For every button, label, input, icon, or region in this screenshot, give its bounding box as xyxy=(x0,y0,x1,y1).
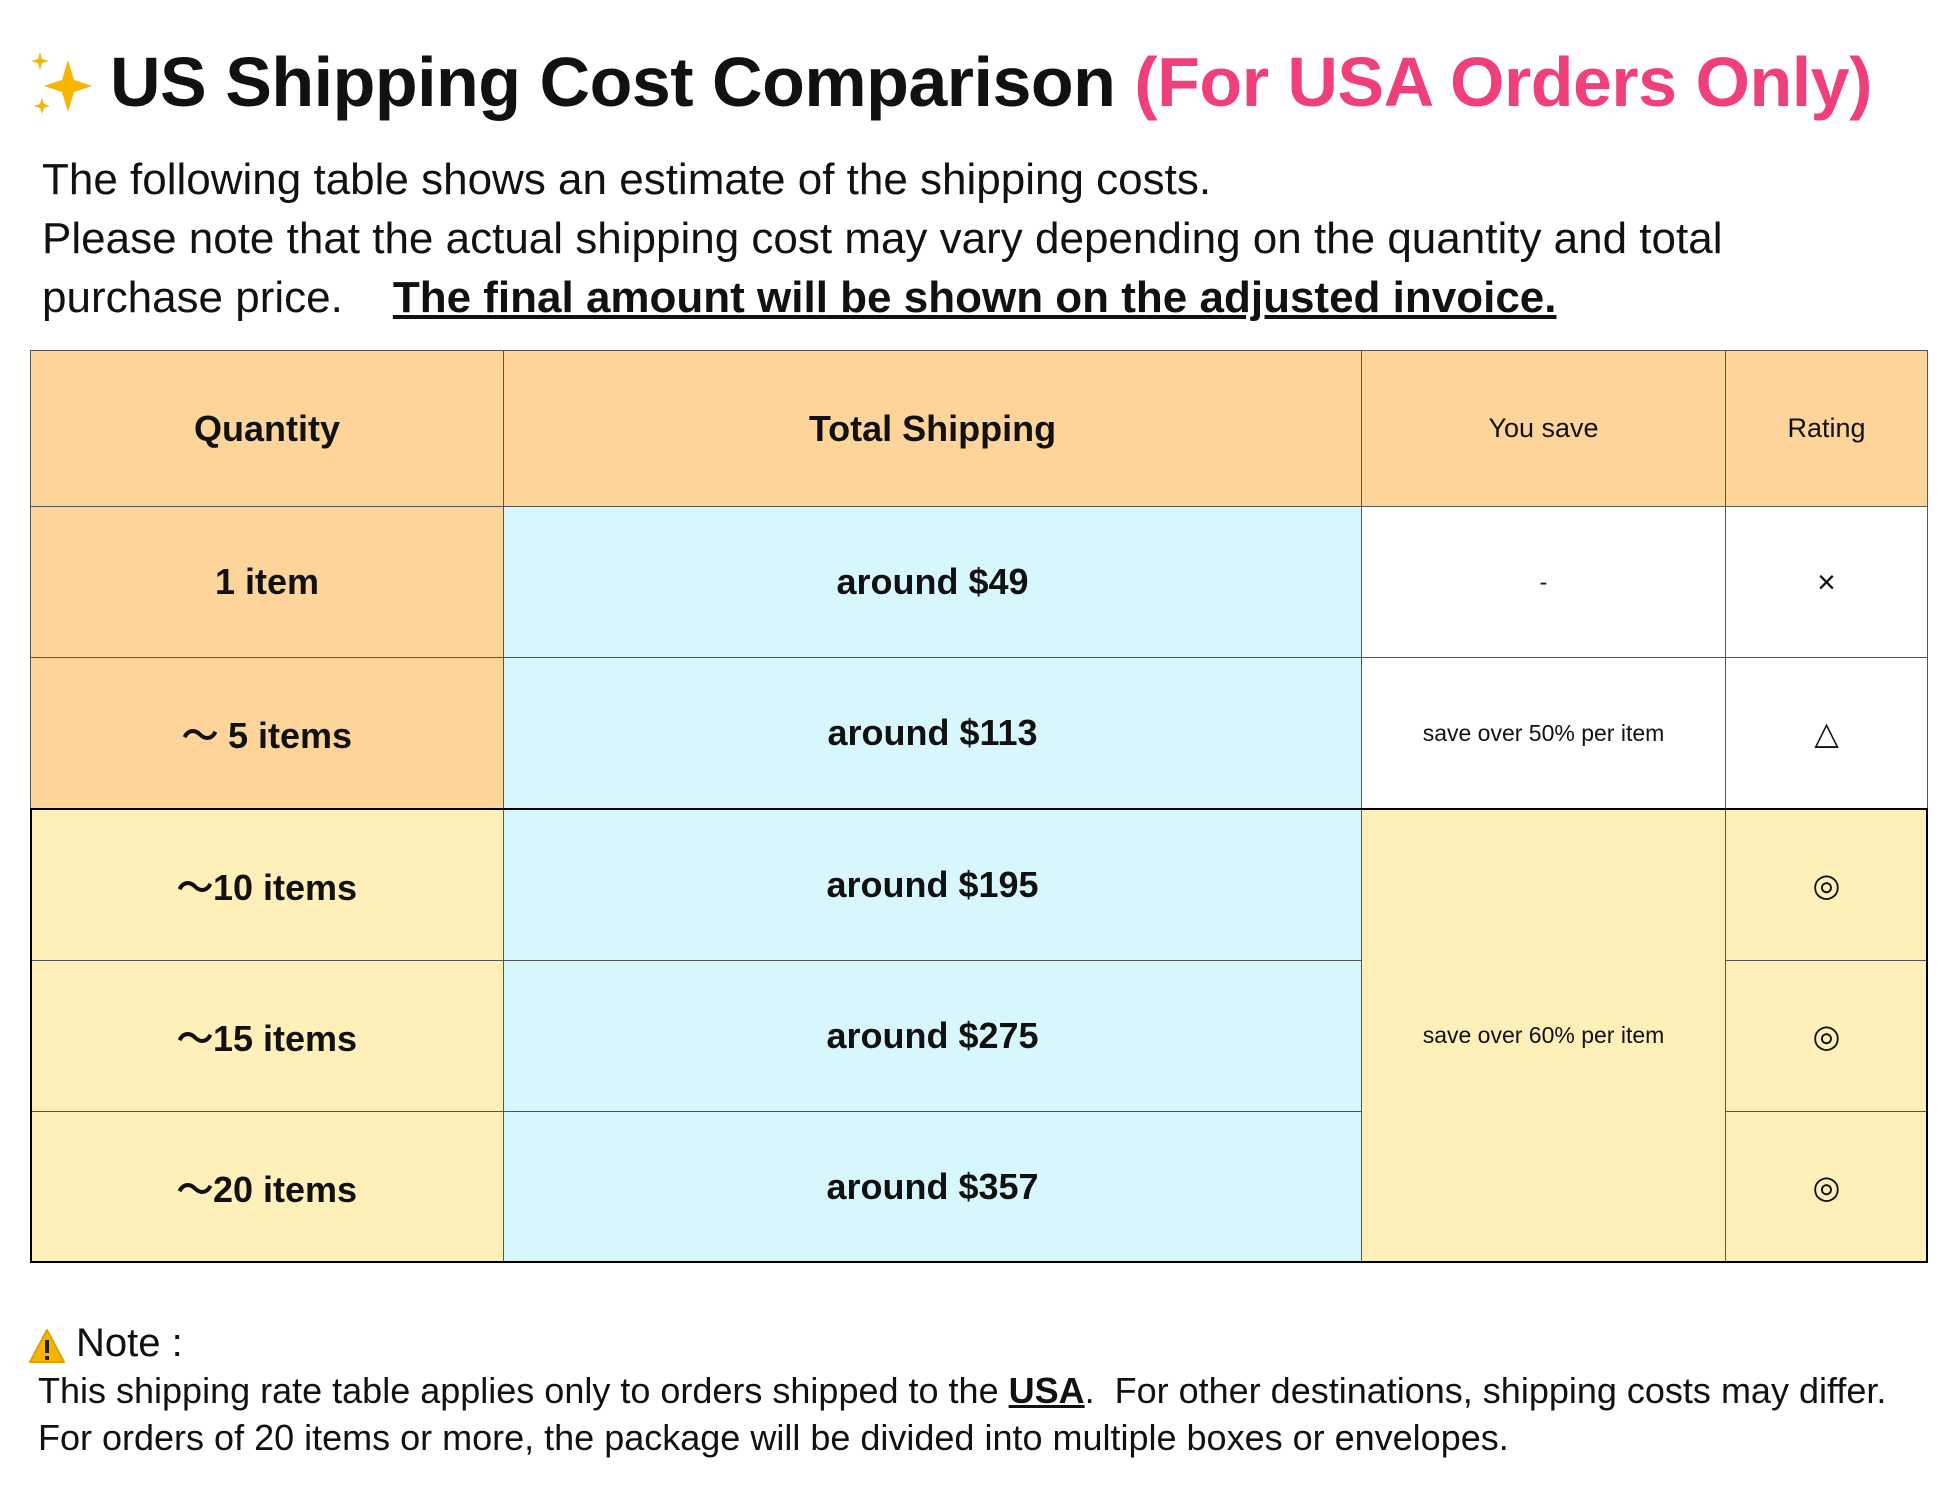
note-text: This shipping rate table applies only to… xyxy=(38,1370,1009,1411)
title-main: US Shipping Cost Comparison xyxy=(110,43,1116,121)
title-highlight: (For USA Orders Only) xyxy=(1134,43,1872,121)
note: Note : This shipping rate table applies … xyxy=(38,1320,1886,1461)
save-cell: - xyxy=(1361,506,1726,658)
header-row: Quantity Total Shipping You save Rating xyxy=(30,350,1928,507)
table-row: 1 item around $49- × xyxy=(30,506,1928,658)
shipping-table: Quantity Total Shipping You save Rating 1 it… xyxy=(30,350,1928,1263)
sparkles-icon xyxy=(31,52,92,114)
quantity-cell: ～15 items xyxy=(30,960,504,1112)
table-row: ～20 items around $357 ◎ xyxy=(30,1111,1928,1263)
title: US Shipping Cost Comparison (For USA Ord… xyxy=(110,42,1872,122)
column-header: Quantity xyxy=(30,350,504,507)
shipping-cell: around $113 xyxy=(503,657,1362,809)
save-cell: save over 60% per item xyxy=(1361,808,1726,1263)
table-row: ～ 5 items around $113 save over 50% per it… xyxy=(30,657,1928,809)
quantity-cell: ～ 5 items xyxy=(30,657,504,809)
column-header: You save xyxy=(1361,350,1726,507)
warning-icon xyxy=(29,1329,65,1363)
table-row: ～15 items around $275 ◎ xyxy=(30,960,1928,1112)
column-header: Total Shipping xyxy=(503,350,1362,507)
quantity-cell: 1 item xyxy=(30,506,504,658)
shipping-cell: around $49 xyxy=(503,506,1362,658)
intro: The following table shows an estimate of… xyxy=(42,150,1822,327)
intro-emphasis: The final amount will be shown on the ad… xyxy=(392,273,1557,322)
intro-line: The following table shows an estimate of… xyxy=(42,155,1212,204)
column-header: Rating xyxy=(1725,350,1928,507)
note-strong: USA xyxy=(1008,1370,1085,1411)
rating-cell: × xyxy=(1725,506,1928,658)
table-row: ～10 items around $195 save over 60% per it… xyxy=(30,808,1928,1263)
shipping-cell: around $275 xyxy=(503,960,1362,1112)
shipping-cell: around $357 xyxy=(503,1111,1362,1263)
quantity-cell: ～10 items xyxy=(30,808,504,961)
intro-line: Please note that the actual shipping cos… xyxy=(42,209,1822,327)
rating-cell: ◎ xyxy=(1725,808,1928,961)
intro-text: Please note that the actual shipping cos… xyxy=(42,214,1723,322)
rating-cell: △ xyxy=(1725,657,1928,809)
quantity-cell: ～20 items xyxy=(30,1111,504,1263)
save-cell: save over 50% per item xyxy=(1361,657,1726,809)
rating-cell: ◎ xyxy=(1725,960,1928,1112)
note-text: For orders of 20 items or more, the pack… xyxy=(38,1417,1509,1458)
rating-cell: ◎ xyxy=(1725,1111,1928,1263)
note-title: Note : xyxy=(76,1321,183,1365)
note-text: . For other destinations, shipping costs… xyxy=(1084,1370,1887,1411)
shipping-cell: around $195 xyxy=(503,808,1362,961)
